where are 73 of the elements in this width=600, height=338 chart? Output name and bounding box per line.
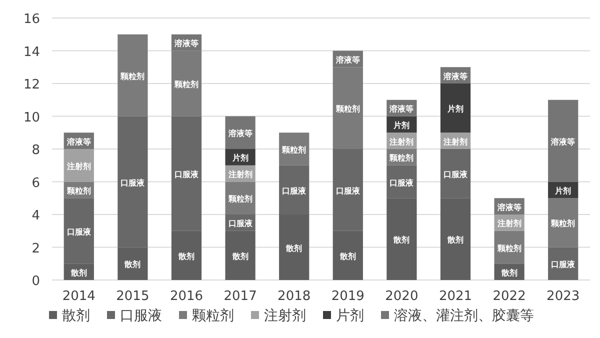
y-tick-label: 16: [23, 12, 40, 27]
data-label: 注射剂: [227, 169, 252, 180]
data-label: 溶液等: [66, 136, 91, 146]
data-label: 口服液: [120, 178, 146, 188]
y-tick-label: 6: [32, 176, 40, 191]
data-label: 溶液等: [388, 104, 414, 114]
data-label: 溶液等: [174, 38, 198, 48]
bar: [440, 84, 471, 133]
data-label: 散剂: [178, 250, 194, 261]
data-label: 颗粒剂: [174, 79, 198, 89]
data-label: 散剂: [70, 267, 87, 278]
data-label: 散剂: [392, 234, 410, 245]
data-label: 颗粒剂: [120, 70, 145, 81]
bar: [548, 100, 578, 182]
data-label: 注射剂: [66, 160, 91, 171]
data-label: 颗粒剂: [66, 185, 91, 196]
legend-label: 口服液: [120, 308, 162, 324]
data-label: 散剂: [124, 259, 141, 270]
bar: [548, 198, 578, 248]
y-tick-label: 0: [32, 274, 40, 289]
data-label: 溶液等: [442, 70, 468, 81]
x-tick-label: 2016: [170, 289, 204, 304]
data-label: 口服液: [228, 219, 254, 228]
data-label: 散剂: [285, 242, 302, 253]
data-label: 颗粒剂: [334, 104, 360, 114]
x-tick-label: 2022: [492, 289, 526, 304]
data-label: 口服液: [282, 186, 308, 196]
data-label: 溶液等: [496, 202, 522, 212]
y-tick-label: 12: [23, 78, 40, 92]
x-tick-label: 2019: [331, 289, 364, 304]
legend-label: 溶液、灌注剂、胶囊等: [394, 308, 534, 324]
x-tick-label: 2015: [116, 289, 150, 304]
bar: [118, 34, 148, 116]
legend-label: 注射剂: [264, 308, 306, 324]
y-tick-label: 4: [32, 208, 40, 224]
data-label: 片剂: [554, 185, 572, 196]
x-tick-label: 2023: [546, 289, 580, 304]
y-tick-label: 14: [23, 44, 40, 60]
y-tick-label: 2: [32, 241, 40, 256]
y-tick-label: 10: [23, 110, 40, 126]
legend-label: 散剂: [62, 308, 90, 324]
data-label: 片剂: [446, 104, 464, 114]
data-label: 颗粒剂: [227, 194, 252, 204]
legend-label: 片剂: [336, 308, 364, 324]
data-label: 颗粒剂: [550, 218, 576, 228]
x-tick-label: 2017: [224, 289, 257, 304]
data-label: 散剂: [231, 250, 248, 261]
data-label: 溶液等: [550, 136, 576, 146]
data-label: 注射剂: [442, 136, 468, 146]
data-label: 口服液: [551, 260, 576, 270]
x-tick-label: 2018: [278, 289, 311, 304]
data-label: 注射剂: [388, 136, 414, 146]
x-tick-label: 2014: [62, 289, 96, 304]
data-label: 散剂: [338, 250, 356, 261]
data-label: 颗粒剂: [388, 152, 414, 163]
data-label: 口服液: [444, 170, 468, 180]
data-label: 颗粒剂: [281, 144, 306, 154]
y-tick-label: 8: [32, 143, 40, 158]
data-label: 注射剂: [496, 218, 522, 228]
data-label: 口服液: [66, 227, 92, 236]
data-label: 溶液等: [334, 54, 360, 64]
data-label: 口服液: [336, 186, 361, 196]
data-label: 片剂: [392, 120, 410, 130]
legend-label: 颗粒剂: [192, 308, 234, 324]
data-label: 散剂: [446, 234, 464, 245]
x-tick-label: 2021: [438, 289, 472, 304]
data-label: 口服液: [174, 170, 200, 180]
data-label: 片剂: [231, 152, 248, 163]
data-label: 散剂: [500, 267, 518, 278]
data-label: 溶液等: [227, 128, 252, 138]
data-label: 颗粒剂: [496, 242, 522, 253]
x-tick-label: 2020: [385, 289, 418, 304]
data-label: 口服液: [390, 178, 415, 188]
